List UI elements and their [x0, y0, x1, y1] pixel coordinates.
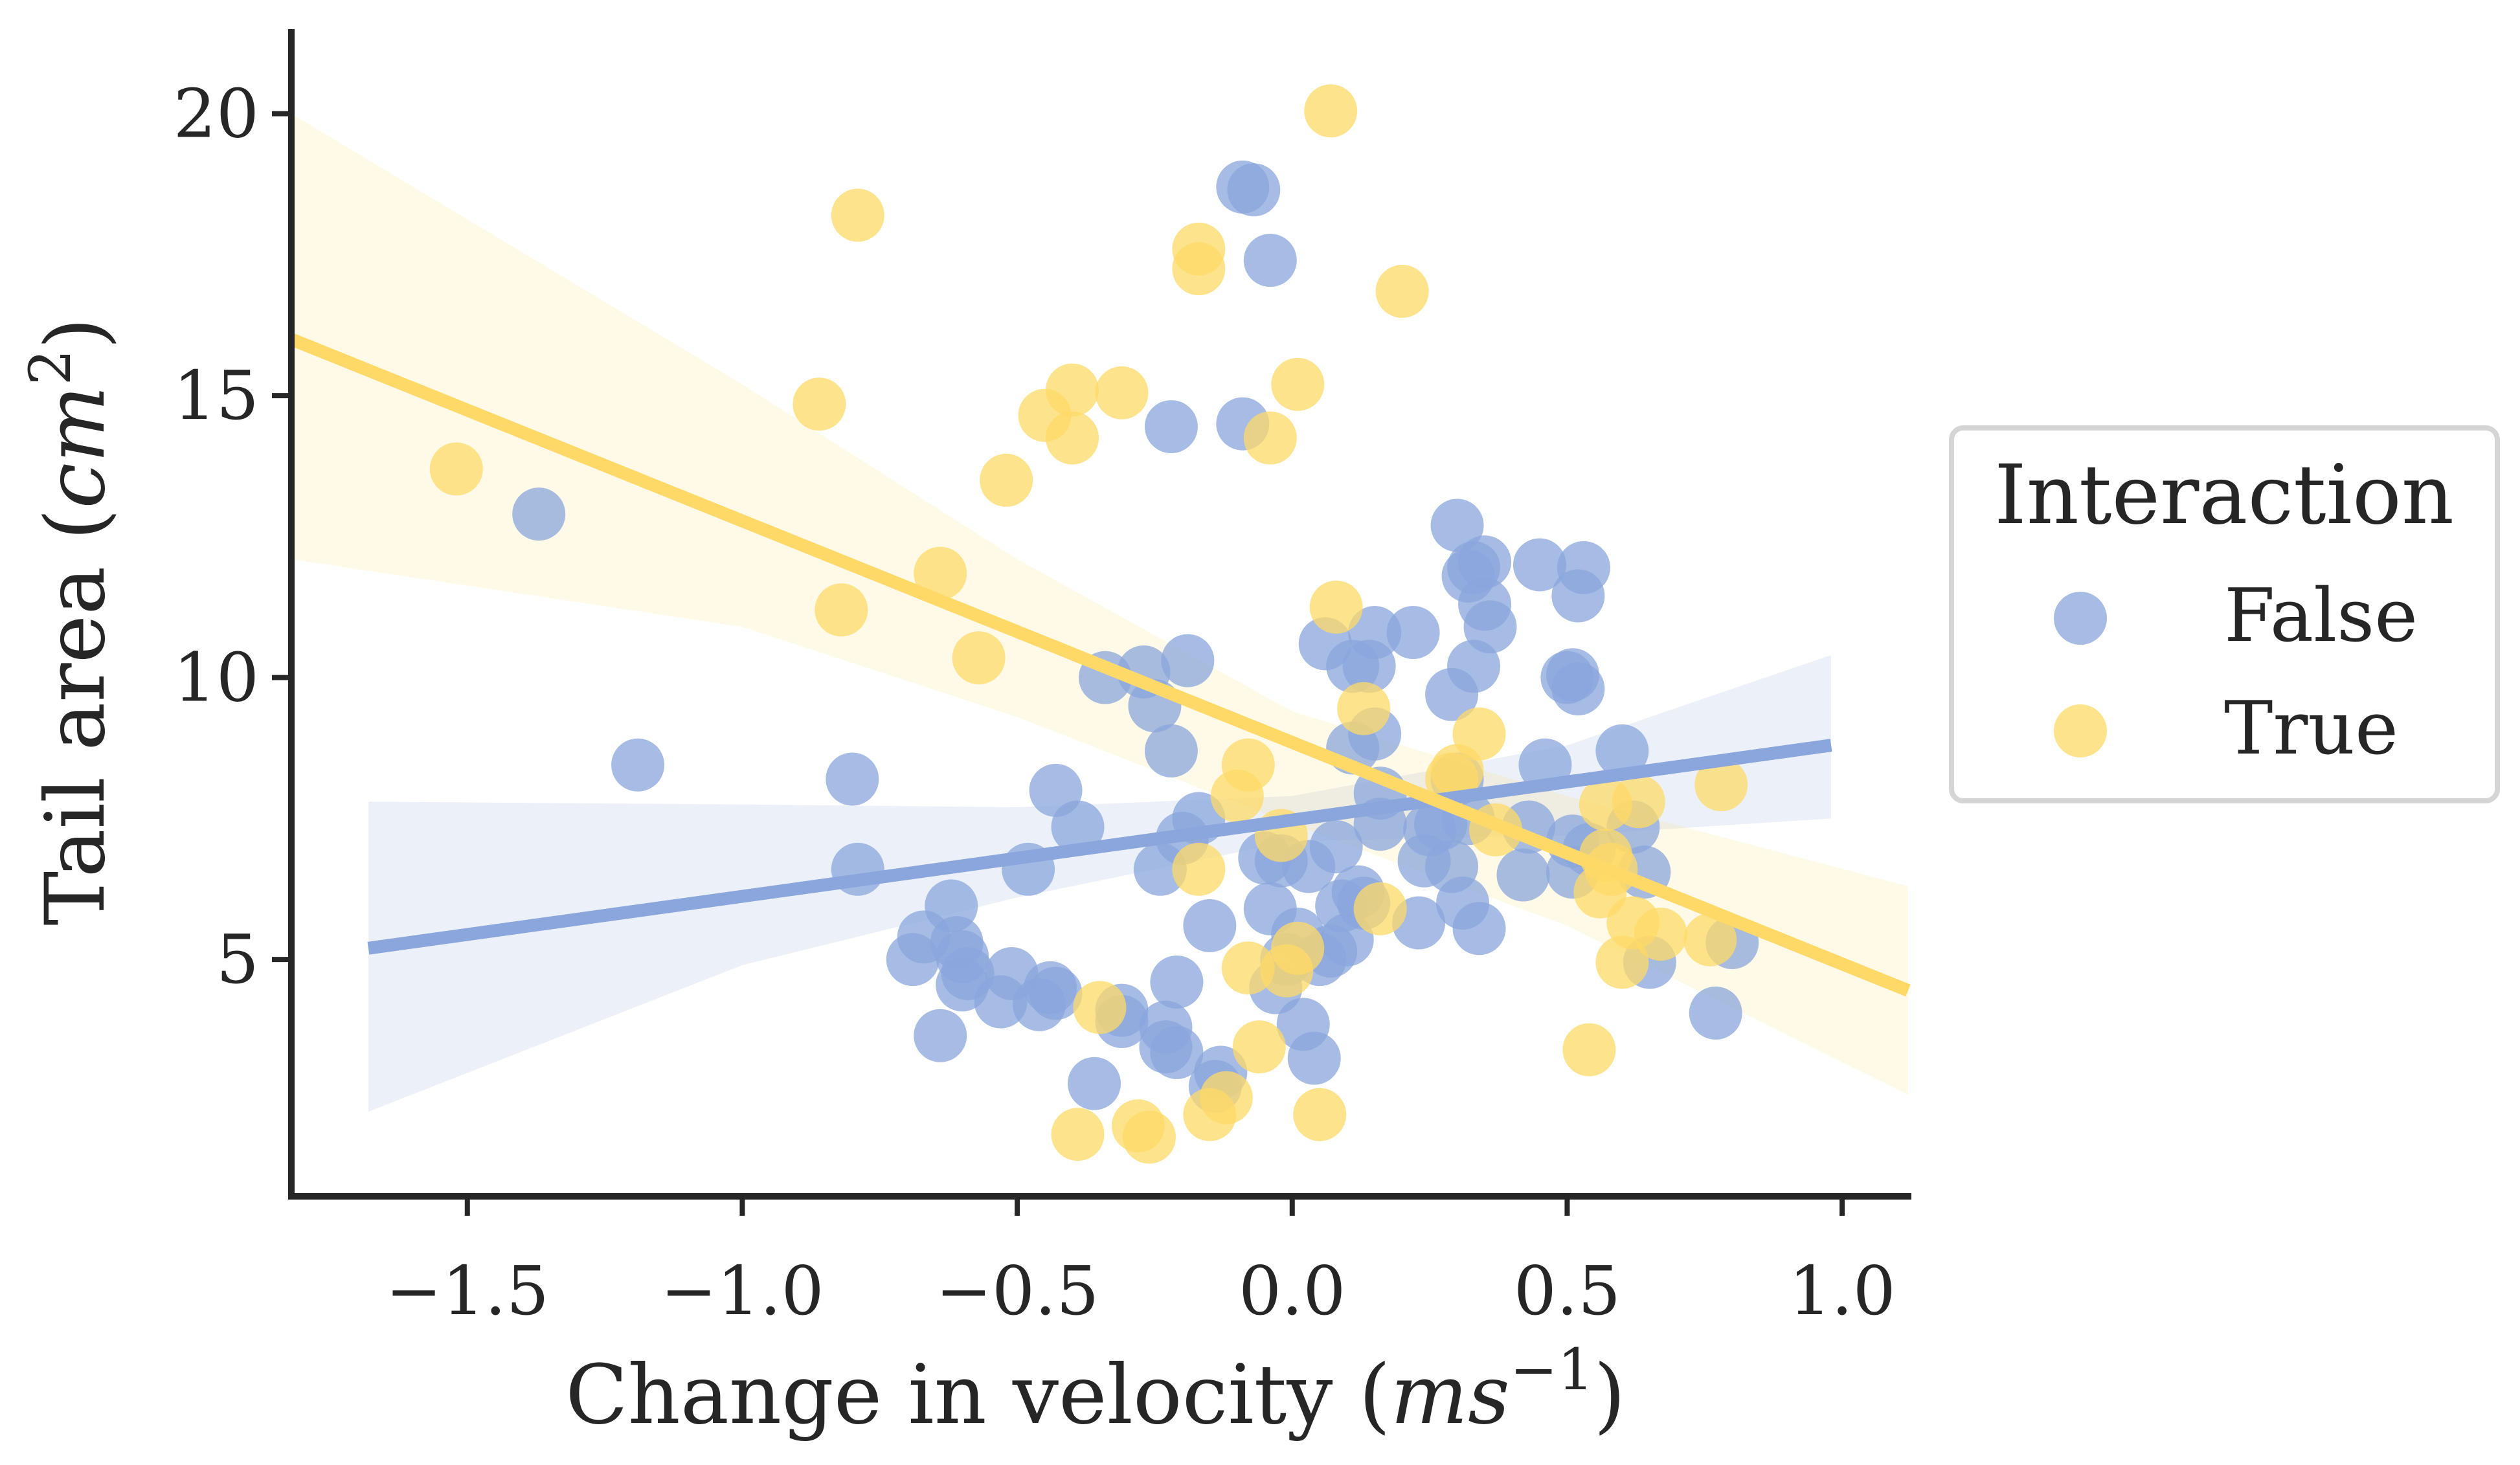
point-false-32 [1150, 1025, 1204, 1079]
y-tick-label: 10 [174, 638, 259, 717]
point-true-8 [1046, 363, 1099, 417]
x-tick-label: −0.5 [936, 1251, 1099, 1330]
point-true-4 [914, 546, 967, 600]
y-tick-label: 5 [216, 920, 259, 999]
point-true-6 [980, 453, 1033, 507]
point-false-2 [826, 752, 879, 806]
point-true-21 [1221, 738, 1275, 792]
point-true-22 [1221, 941, 1275, 995]
point-false-31 [1150, 956, 1204, 1009]
x-tick-label: 1.0 [1788, 1251, 1895, 1330]
point-false-30 [1144, 400, 1198, 454]
point-true-2 [815, 583, 868, 637]
point-true-1 [793, 377, 846, 431]
point-true-27 [1271, 357, 1325, 411]
point-false-43 [1243, 234, 1297, 287]
point-false-93 [1551, 662, 1605, 716]
point-true-33 [1353, 882, 1407, 935]
point-true-48 [1683, 913, 1737, 967]
point-false-82 [1458, 535, 1512, 589]
point-true-12 [1095, 366, 1149, 419]
y-tick-label: 20 [174, 74, 259, 153]
point-true-14 [1122, 1110, 1176, 1164]
point-true-5 [952, 631, 1006, 685]
regression-lines [289, 333, 1911, 997]
point-true-46 [1612, 775, 1665, 829]
point-false-95 [1557, 541, 1610, 594]
point-false-64 [1348, 605, 1402, 659]
point-true-10 [1051, 1108, 1105, 1161]
point-false-97 [1595, 724, 1649, 777]
point-false-29 [1144, 724, 1198, 777]
point-false-85 [1496, 848, 1550, 902]
point-true-32 [1337, 682, 1391, 735]
point-true-24 [1243, 411, 1297, 465]
point-true-28 [1271, 921, 1325, 975]
point-true-39 [1562, 1023, 1616, 1077]
legend-label-false: False [2224, 573, 2418, 658]
point-false-41 [1227, 163, 1281, 217]
point-false-18 [1029, 967, 1083, 1020]
y-axis-label: Tail area (cm2) [17, 317, 123, 926]
point-true-11 [1073, 981, 1127, 1034]
legend-label-true: True [2224, 686, 2398, 771]
point-true-49 [1694, 758, 1748, 812]
point-true-0 [429, 442, 483, 496]
legend: Interaction False True [1949, 425, 2500, 803]
x-ticks: −1.5 −1.0 −0.5 0.0 0.5 1.0 [386, 1196, 1896, 1330]
point-true-30 [1304, 84, 1358, 138]
point-true-19 [1199, 1071, 1253, 1124]
legend-title: Interaction [1994, 447, 2454, 542]
point-true-9 [1046, 411, 1099, 465]
point-true-16 [1172, 242, 1226, 296]
point-false-67 [1386, 605, 1440, 659]
x-tick-label: −1.5 [386, 1251, 550, 1330]
point-true-29 [1293, 1088, 1347, 1141]
data-points [429, 84, 1759, 1164]
point-true-3 [831, 188, 884, 242]
point-false-34 [1161, 634, 1215, 688]
point-true-17 [1172, 842, 1226, 896]
point-false-84 [1463, 600, 1517, 654]
point-true-31 [1309, 580, 1363, 634]
y-tick-label: 15 [174, 356, 259, 435]
point-false-51 [1287, 1031, 1341, 1085]
point-true-37 [1452, 707, 1506, 761]
x-tick-label: 0.5 [1514, 1251, 1621, 1330]
point-false-101 [1689, 986, 1742, 1040]
point-false-1 [611, 738, 665, 792]
point-false-75 [1430, 498, 1484, 552]
point-false-81 [1452, 902, 1506, 956]
regression-line-false [367, 739, 1832, 955]
regression-line-true [289, 333, 1911, 997]
point-false-19 [1051, 800, 1105, 854]
x-tick-label: 0.0 [1239, 1251, 1345, 1330]
point-true-23 [1232, 1020, 1286, 1074]
axes [288, 29, 1911, 1200]
point-false-87 [1513, 538, 1566, 592]
point-false-55 [1309, 820, 1363, 873]
legend-marker-true [2054, 704, 2107, 757]
legend-marker-false [2054, 592, 2107, 645]
point-true-47 [1634, 907, 1687, 961]
point-true-34 [1375, 265, 1429, 319]
point-false-6 [914, 1009, 967, 1062]
point-false-0 [512, 487, 566, 541]
x-axis-label: Change in velocity (ms−1) [565, 1336, 1625, 1442]
x-tick-label: −1.0 [660, 1251, 824, 1330]
point-false-20 [1068, 1057, 1121, 1110]
point-false-36 [1183, 899, 1237, 952]
y-ticks: 5 10 15 20 [174, 74, 291, 999]
